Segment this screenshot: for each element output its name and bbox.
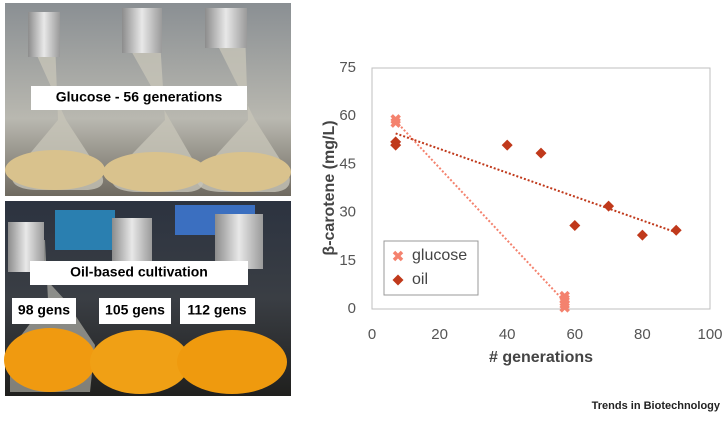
x-axis-label: # generations bbox=[489, 349, 593, 366]
legend-marker bbox=[392, 274, 404, 286]
legend-label: oil bbox=[412, 271, 428, 288]
point bbox=[390, 136, 402, 148]
point bbox=[569, 219, 581, 231]
photo-label: Glucose - 56 generations bbox=[56, 89, 223, 105]
x-tick-label: 20 bbox=[431, 326, 448, 343]
x-tick-label: 40 bbox=[499, 326, 516, 343]
legend-label: glucose bbox=[412, 247, 467, 264]
x-tick-label: 80 bbox=[634, 326, 651, 343]
plot-frame bbox=[371, 67, 711, 310]
point bbox=[636, 229, 648, 241]
x-tick-label: 100 bbox=[697, 326, 722, 343]
y-tick-label: 0 bbox=[348, 300, 356, 317]
point bbox=[603, 200, 615, 212]
x-tick-label: 0 bbox=[368, 326, 376, 343]
legend-marker bbox=[392, 250, 404, 262]
point bbox=[670, 224, 682, 236]
photo-label: Oil-based cultivation bbox=[70, 264, 208, 280]
y-tick-label: 45 bbox=[339, 155, 356, 172]
footer: Trends in Biotechnology bbox=[592, 400, 721, 412]
flask-label: 98 gens bbox=[18, 302, 70, 318]
y-tick-label: 75 bbox=[339, 59, 356, 76]
flask-label: 105 gens bbox=[105, 302, 165, 318]
flask-label: 112 gens bbox=[187, 302, 246, 318]
trendline bbox=[395, 132, 677, 234]
point bbox=[501, 139, 513, 151]
y-tick-label: 30 bbox=[339, 204, 356, 221]
legend-box bbox=[383, 240, 479, 296]
photo-top: Glucose - 56 generations bbox=[5, 3, 291, 196]
point bbox=[559, 302, 570, 313]
trendline bbox=[394, 120, 566, 303]
x-tick-label: 60 bbox=[566, 326, 583, 343]
y-axis-label: β-carotene (mg/L) bbox=[321, 120, 338, 255]
point bbox=[535, 147, 547, 159]
y-tick-label: 60 bbox=[339, 107, 356, 124]
photo-bottom: Oil-based cultivation 98 gens 105 gens 1… bbox=[4, 201, 291, 396]
point bbox=[390, 117, 401, 128]
y-tick-label: 15 bbox=[339, 252, 356, 269]
